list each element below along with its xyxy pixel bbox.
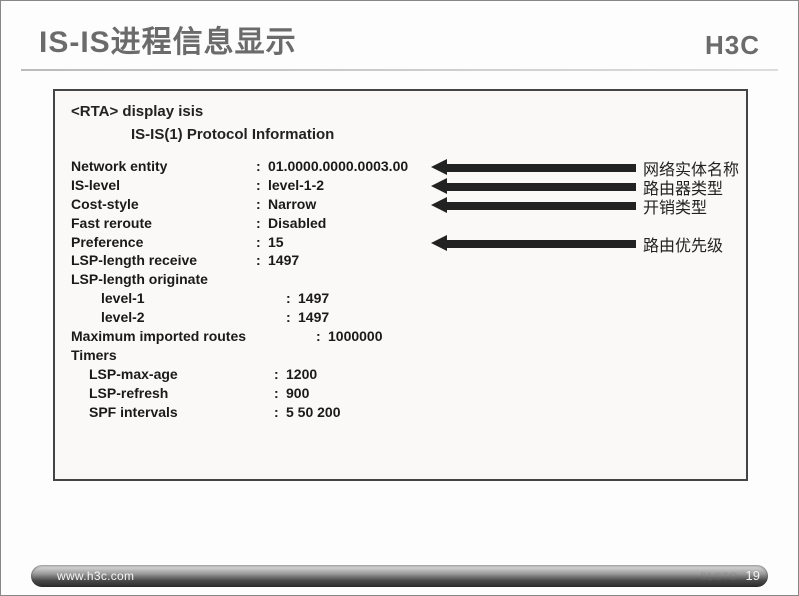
row-key: level-2 xyxy=(71,308,286,327)
row-value: 1497 xyxy=(298,289,730,308)
command-line: <RTA> display isis xyxy=(71,103,730,120)
row-key: SPF intervals xyxy=(71,403,274,422)
output-row: Maximum imported routes: 1000000 xyxy=(71,327,730,346)
row-key: Fast reroute xyxy=(71,214,256,233)
terminal-box: <RTA> display isis IS-IS(1) Protocol Inf… xyxy=(53,89,748,481)
row-key: LSP-length originate xyxy=(71,270,256,289)
row-key: Timers xyxy=(71,346,256,365)
row-colon xyxy=(256,270,268,289)
row-colon: : xyxy=(256,157,268,176)
row-value xyxy=(268,346,730,365)
output-row: Preference: 15 xyxy=(71,233,730,252)
row-colon: : xyxy=(256,251,268,270)
row-colon: : xyxy=(274,384,286,403)
output-row: Fast reroute: Disabled xyxy=(71,214,730,233)
row-colon: : xyxy=(256,233,268,252)
footer-watermark: 51CTO xyxy=(700,571,738,583)
row-colon: : xyxy=(256,195,268,214)
output-row: LSP-length originate xyxy=(71,270,730,289)
row-key: Network entity xyxy=(71,157,256,176)
row-colon: : xyxy=(286,308,298,327)
row-colon xyxy=(256,346,268,365)
output-row: Network entity: 01.0000.0000.0003.00 xyxy=(71,157,730,176)
output-row: Cost-style: Narrow xyxy=(71,195,730,214)
title-bar: IS-IS进程信息显示 H3C xyxy=(1,1,798,65)
row-value: 1497 xyxy=(298,308,730,327)
page-number: 19 xyxy=(746,568,760,583)
row-colon: : xyxy=(274,403,286,422)
row-value: 5 50 200 xyxy=(286,403,730,422)
row-value: 1000000 xyxy=(328,327,730,346)
row-key: level-1 xyxy=(71,289,286,308)
output-row: level-1: 1497 xyxy=(71,289,730,308)
footer-url: www.h3c.com xyxy=(57,569,134,583)
title-divider xyxy=(21,69,778,71)
output-row: LSP-max-age: 1200 xyxy=(71,365,730,384)
output-row: IS-level: level-1-2 xyxy=(71,176,730,195)
footer-bar xyxy=(31,565,768,587)
row-key: Maximum imported routes xyxy=(71,327,316,346)
row-value: 900 xyxy=(286,384,730,403)
row-key: LSP-length receive xyxy=(71,251,256,270)
output-rows: Network entity: 01.0000.0000.0003.00IS-l… xyxy=(71,157,730,421)
row-value xyxy=(268,270,730,289)
brand-logo: H3C xyxy=(705,30,760,61)
row-colon: : xyxy=(286,289,298,308)
row-colon: : xyxy=(256,214,268,233)
row-key: Preference xyxy=(71,233,256,252)
row-value: 1200 xyxy=(286,365,730,384)
row-key: IS-level xyxy=(71,176,256,195)
row-key: LSP-max-age xyxy=(71,365,274,384)
row-key: LSP-refresh xyxy=(71,384,274,403)
footer: www.h3c.com 51CTO 19 xyxy=(1,561,798,595)
output-row: Timers xyxy=(71,346,730,365)
output-row: LSP-length receive: 1497 xyxy=(71,251,730,270)
row-colon: : xyxy=(256,176,268,195)
annotation-label: 路由优先级 xyxy=(643,232,723,256)
annotation-label: 开销类型 xyxy=(643,194,707,218)
output-row: LSP-refresh: 900 xyxy=(71,384,730,403)
slide: IS-IS进程信息显示 H3C <RTA> display isis IS-IS… xyxy=(1,1,798,595)
protocol-subtitle: IS-IS(1) Protocol Information xyxy=(131,126,730,143)
row-colon: : xyxy=(316,327,328,346)
row-key: Cost-style xyxy=(71,195,256,214)
slide-title: IS-IS进程信息显示 xyxy=(39,17,297,61)
output-row: SPF intervals: 5 50 200 xyxy=(71,403,730,422)
row-colon: : xyxy=(274,365,286,384)
output-row: level-2: 1497 xyxy=(71,308,730,327)
